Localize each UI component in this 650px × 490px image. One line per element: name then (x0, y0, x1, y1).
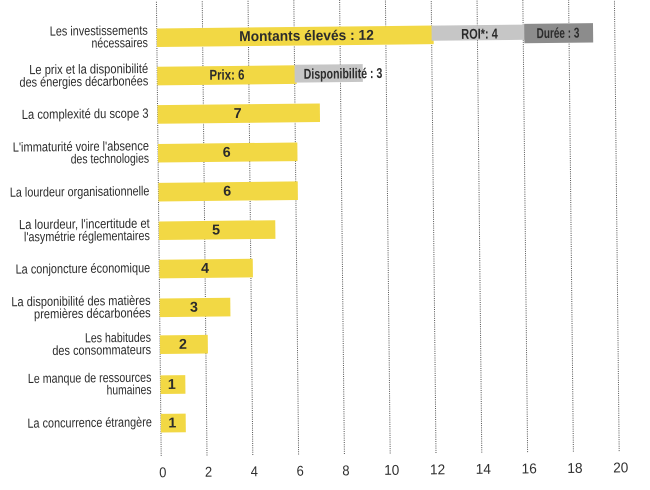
svg-text:La conjoncture économique: La conjoncture économique (15, 260, 150, 276)
svg-text:1: 1 (168, 377, 176, 393)
svg-text:l'asymétrie réglementaires: l'asymétrie réglementaires (24, 228, 150, 244)
svg-text:12: 12 (430, 462, 445, 478)
svg-text:7: 7 (234, 106, 242, 122)
svg-text:L'immaturité voire l'absence: L'immaturité voire l'absence (13, 138, 149, 154)
svg-text:Disponibilité : 3: Disponibilité : 3 (304, 66, 383, 83)
svg-text:Durée : 3: Durée : 3 (536, 26, 579, 42)
svg-text:6: 6 (223, 145, 231, 161)
svg-text:Les investissements: Les investissements (50, 23, 148, 39)
svg-text:2: 2 (205, 465, 212, 481)
svg-text:des énergies décarbonées: des énergies décarbonées (19, 73, 148, 89)
svg-text:1: 1 (168, 415, 176, 431)
svg-text:4: 4 (251, 464, 258, 480)
svg-text:10: 10 (384, 463, 399, 479)
svg-text:La lourdeur, l'incertitude et: La lourdeur, l'incertitude et (19, 216, 150, 232)
svg-text:La concurrence étrangère: La concurrence étrangère (27, 414, 152, 430)
svg-text:Prix: 6: Prix: 6 (209, 67, 244, 83)
svg-text:5: 5 (212, 222, 220, 238)
svg-text:6: 6 (296, 464, 303, 480)
svg-text:Les habitudes: Les habitudes (85, 330, 151, 346)
svg-text:3: 3 (190, 300, 198, 316)
svg-text:16: 16 (521, 461, 536, 477)
svg-text:Le manque de ressources: Le manque de ressources (28, 370, 152, 386)
svg-text:18: 18 (567, 461, 582, 477)
svg-text:2: 2 (179, 337, 187, 353)
svg-text:6: 6 (223, 184, 231, 200)
svg-text:La complexité du scope 3: La complexité du scope 3 (22, 106, 149, 122)
svg-text:premières décarbonées: premières décarbonées (34, 305, 151, 321)
svg-text:ROI*: 4: ROI*: 4 (461, 26, 498, 42)
svg-text:La disponibilité des matières: La disponibilité des matières (11, 293, 151, 309)
svg-text:des technologies: des technologies (71, 151, 150, 167)
svg-text:14: 14 (476, 462, 491, 478)
svg-text:humaines: humaines (107, 382, 152, 397)
svg-text:nécessaires: nécessaires (91, 35, 148, 51)
svg-text:0: 0 (159, 465, 166, 481)
svg-text:20: 20 (613, 460, 628, 476)
svg-text:Le prix et la disponibilité: Le prix et la disponibilité (29, 61, 148, 77)
svg-text:4: 4 (201, 261, 209, 277)
svg-text:La lourdeur organisationnelle: La lourdeur organisationnelle (10, 183, 150, 199)
svg-text:des consommateurs: des consommateurs (52, 342, 151, 358)
svg-text:Montants élevés : 12: Montants élevés : 12 (239, 28, 374, 45)
svg-text:8: 8 (342, 463, 349, 479)
